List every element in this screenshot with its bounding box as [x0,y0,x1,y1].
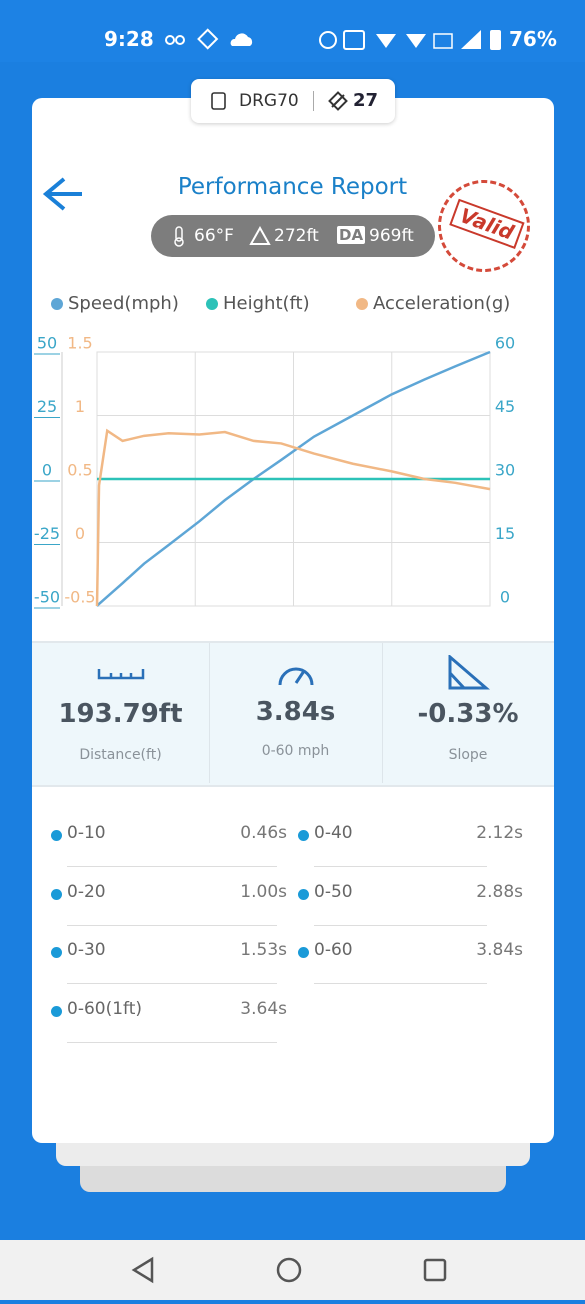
altitude-icon [249,226,271,245]
nav-back[interactable] [131,1256,154,1284]
legend-label: Speed(mph) [68,293,179,314]
split-time: 1.53s [240,940,287,960]
y2-tick-label: 30 [495,461,515,480]
status-bar: 9:28 76% [0,0,585,62]
y3-tick-label: 0 [75,524,85,543]
legend-swatch [51,298,63,310]
split-dot [298,830,309,841]
conditions: 66°F 272ft DA 969ft [151,215,435,257]
stat-distance: 193.79ft Distance(ft) [32,643,210,783]
nav-bar [0,1240,585,1300]
stat-value: 3.84s [255,697,336,727]
y2-tick-label: 45 [495,397,515,416]
legend-swatch [206,298,218,310]
da-label: DA [337,226,366,244]
y3-tick-label: 1 [75,397,85,416]
split-row: 0-10 0.46s [51,808,287,867]
split-label: 0-50 [314,881,353,902]
nav-recent[interactable] [423,1258,447,1282]
series-line [95,428,491,607]
split-dot [298,947,309,958]
split-label: 0-10 [67,823,106,843]
split-row: 0-60(1ft) 3.64s [51,984,287,1043]
y3-tick-label: 1.5 [67,334,92,353]
clock: 9:28 [104,27,154,51]
split-time: 2.12s [476,823,523,843]
split-label: 0-60(1ft) [67,998,143,1019]
stat-time: 3.84s 0-60 mph [209,643,383,783]
legend-label: Height(ft) [223,293,310,314]
split-time: 3.64s [240,998,287,1019]
y-tick-label: 0 [42,461,52,480]
device-badge[interactable]: DRG70 27 [191,79,395,123]
nav-home[interactable] [276,1257,302,1283]
split-time: 1.00s [240,881,287,902]
split-dot [51,888,62,900]
y-tick-label: -50 [34,588,60,607]
y2-tick-label: 60 [495,334,515,353]
satellite-count: 27 [353,90,379,111]
split-label: 0-60 [314,940,353,960]
phone-icon [211,92,226,110]
split-label: 0-20 [67,881,106,902]
report-card [32,98,554,1143]
title: Performance Report [177,174,408,200]
y-tick-label: 50 [37,334,57,353]
split-row: 0-60 3.84s [298,925,523,984]
stat-label: Distance(ft) [79,747,162,763]
split-label: 0-40 [314,823,353,843]
split-dot [51,830,62,841]
y2-tick-label: 0 [500,588,510,607]
thermometer-icon [174,226,184,247]
legend-label: Acceleration(g) [373,293,510,314]
slope-icon [448,655,490,690]
gauge-icon [278,667,314,686]
divider [313,91,314,111]
split-row: 0-20 1.00s [51,867,287,926]
status-icons-left [165,28,253,50]
y2-tick-label: 15 [495,524,515,543]
stat-slope: -0.33% Slope [382,643,554,783]
stat-value: 193.79ft [58,699,183,729]
split-time: 3.84s [476,940,523,960]
stamp-text: Valid [449,198,525,249]
device-name: DRG70 [239,91,299,111]
stat-label: Slope [448,747,488,763]
split-row: 0-40 2.12s [298,808,523,867]
legend-swatch [356,298,368,310]
series-line [96,350,491,607]
status-icons-right [319,30,501,50]
split-label: 0-30 [67,940,106,960]
satellite-icon [328,91,348,111]
split-dot [51,1005,62,1017]
temperature: 66°F [194,226,234,246]
split-dot [51,947,62,958]
split-time: 2.88s [476,881,523,902]
nav-buttons [131,1256,447,1284]
stats-panel: 193.79ft Distance(ft) 3.84s 0-60 mph -0.… [32,641,554,787]
y-tick-label: 25 [37,397,57,416]
ruler-icon [97,669,145,680]
chart: 50 25 0 -25 -50 1.5 1 0.5 0 -0.5 60 45 30 15 0 Speed(mp… [34,293,515,609]
altitude: 272ft [274,226,319,246]
battery: 76% [509,27,557,51]
back-button[interactable] [42,175,86,213]
stat-label: 0-60 mph [261,743,330,759]
density-altitude: 969ft [369,226,414,246]
split-row: 0-50 2.88s [298,867,523,926]
split-dot [298,888,309,900]
y3-tick-label: 0.5 [67,461,92,480]
split-time: 0.46s [240,823,287,843]
stat-value: -0.33% [417,699,519,729]
y-tick-label: -25 [34,524,60,543]
y3-tick-label: -0.5 [64,588,95,607]
split-row: 0-30 1.53s [51,925,287,984]
